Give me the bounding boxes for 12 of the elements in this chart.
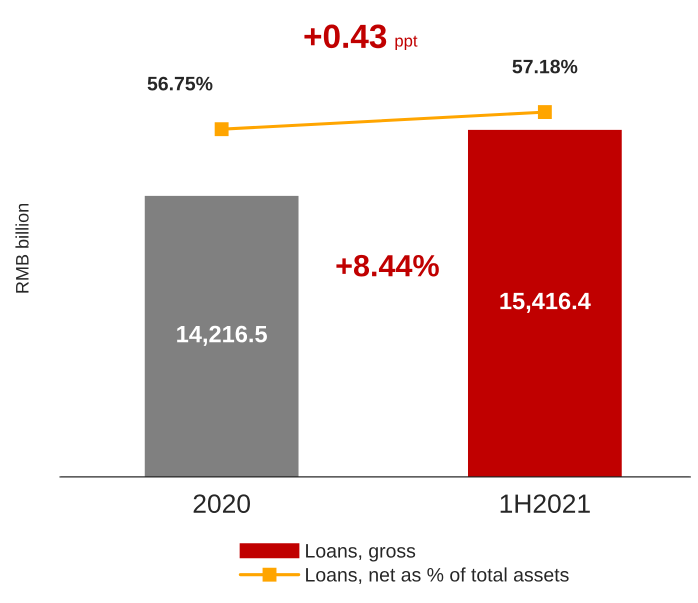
annotation: +8.44% [336,254,439,277]
data-label: 57.18% [512,60,578,74]
legend-label: Loans, net as % of total assets [306,567,569,584]
annotation: +0.43 [304,24,386,48]
data-label: 56.75% [148,76,212,90]
x-tick-label: 1H2021 [500,494,590,514]
legend-label: Loans, gross [306,544,416,562]
y-axis-title: RMB billion [15,204,29,293]
annotation: ppt [395,36,418,50]
data-label: 15,416.4 [500,292,591,313]
data-label: 14,216.5 [177,326,267,346]
x-tick-label: 2020 [194,494,250,514]
